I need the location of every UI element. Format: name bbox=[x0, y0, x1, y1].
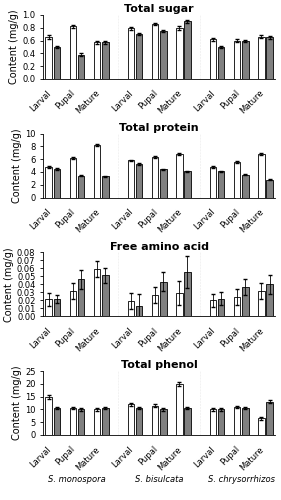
Bar bbox=[46, 38, 52, 79]
Bar bbox=[234, 162, 241, 198]
Bar bbox=[184, 22, 191, 79]
Title: Total phenol: Total phenol bbox=[121, 360, 198, 370]
Y-axis label: Content (mg/g): Content (mg/g) bbox=[10, 10, 19, 84]
Bar bbox=[210, 39, 216, 79]
Bar bbox=[152, 294, 158, 316]
Bar bbox=[176, 28, 183, 79]
Bar bbox=[94, 269, 101, 316]
Bar bbox=[136, 306, 142, 316]
Bar bbox=[210, 300, 216, 316]
Y-axis label: Content (mg/g): Content (mg/g) bbox=[4, 247, 14, 322]
Y-axis label: Content (mg/g): Content (mg/g) bbox=[12, 366, 22, 440]
Bar bbox=[242, 174, 249, 198]
Text: S. bisulcata: S. bisulcata bbox=[135, 474, 183, 484]
Bar bbox=[102, 42, 109, 79]
Bar bbox=[266, 38, 273, 79]
Bar bbox=[70, 26, 76, 79]
Title: Free amino acid: Free amino acid bbox=[110, 242, 209, 252]
Bar bbox=[94, 410, 101, 435]
Bar bbox=[242, 41, 249, 79]
Bar bbox=[234, 40, 241, 79]
Bar bbox=[94, 145, 101, 198]
Bar bbox=[152, 406, 158, 435]
Bar bbox=[54, 47, 60, 79]
Bar bbox=[128, 404, 134, 435]
Title: Total sugar: Total sugar bbox=[124, 4, 194, 14]
Bar bbox=[184, 172, 191, 198]
Bar bbox=[176, 384, 183, 435]
Bar bbox=[102, 176, 109, 198]
Bar bbox=[234, 407, 241, 435]
Bar bbox=[184, 408, 191, 435]
Bar bbox=[136, 164, 142, 198]
Bar bbox=[258, 292, 265, 316]
Bar bbox=[160, 282, 167, 316]
Bar bbox=[78, 176, 84, 198]
Bar bbox=[46, 300, 52, 316]
Bar bbox=[136, 408, 142, 435]
Bar bbox=[242, 288, 249, 316]
Bar bbox=[234, 297, 241, 316]
Bar bbox=[102, 408, 109, 435]
Bar bbox=[210, 410, 216, 435]
Bar bbox=[258, 418, 265, 435]
Bar bbox=[176, 154, 183, 198]
Bar bbox=[160, 170, 167, 198]
Bar bbox=[78, 280, 84, 316]
Bar bbox=[218, 172, 225, 198]
Bar bbox=[128, 301, 134, 316]
Text: S. chrysorrhizos: S. chrysorrhizos bbox=[208, 474, 275, 484]
Bar bbox=[54, 408, 60, 435]
Bar bbox=[266, 180, 273, 198]
Bar bbox=[218, 298, 225, 316]
Bar bbox=[128, 28, 134, 79]
Bar bbox=[78, 410, 84, 435]
Text: S. monospora: S. monospora bbox=[48, 474, 106, 484]
Bar bbox=[54, 169, 60, 198]
Bar bbox=[78, 54, 84, 79]
Bar bbox=[152, 24, 158, 79]
Bar bbox=[128, 160, 134, 198]
Bar bbox=[160, 410, 167, 435]
Bar bbox=[70, 158, 76, 198]
Bar bbox=[218, 47, 225, 79]
Title: Total protein: Total protein bbox=[119, 123, 199, 133]
Bar bbox=[102, 276, 109, 316]
Bar bbox=[94, 42, 101, 79]
Bar bbox=[136, 34, 142, 79]
Bar bbox=[184, 272, 191, 316]
Bar bbox=[242, 408, 249, 435]
Y-axis label: Content (mg/g): Content (mg/g) bbox=[12, 128, 22, 203]
Bar bbox=[152, 156, 158, 198]
Bar bbox=[210, 167, 216, 198]
Bar bbox=[176, 293, 183, 316]
Bar bbox=[46, 167, 52, 198]
Bar bbox=[160, 31, 167, 79]
Bar bbox=[266, 402, 273, 435]
Bar bbox=[46, 396, 52, 435]
Bar bbox=[54, 298, 60, 316]
Bar bbox=[266, 284, 273, 316]
Bar bbox=[258, 36, 265, 79]
Bar bbox=[218, 410, 225, 435]
Bar bbox=[70, 408, 76, 435]
Bar bbox=[70, 292, 76, 316]
Bar bbox=[258, 154, 265, 198]
